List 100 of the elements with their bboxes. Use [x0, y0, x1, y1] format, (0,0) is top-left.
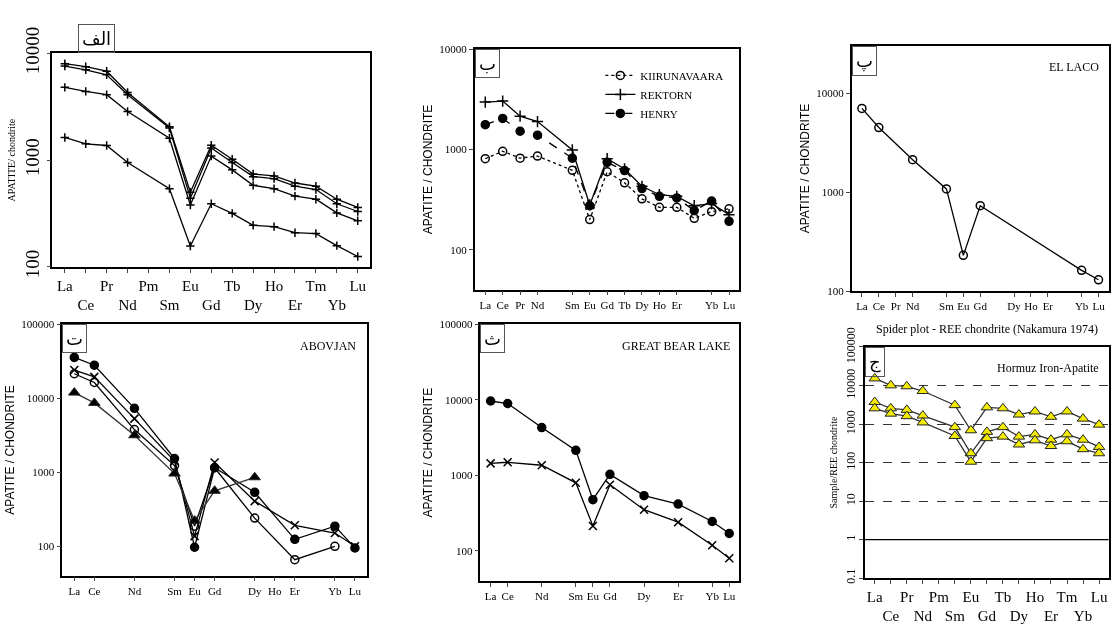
- y-tick-label: 1000: [843, 410, 858, 435]
- y-axis-title: APATITE / CHONDRITE: [3, 385, 18, 515]
- text: الف: [82, 28, 112, 49]
- y-tick-label: 1000: [32, 466, 55, 479]
- y-tick-label: 1: [843, 534, 858, 541]
- y-tick-label: 10000: [843, 368, 858, 399]
- y-tick-label: 100000: [843, 327, 858, 364]
- x-tick-label: Tb: [994, 588, 1012, 605]
- annotation: GREAT BEAR LAKE: [622, 339, 731, 353]
- x-tick-label: Lu: [348, 584, 362, 597]
- y-tick-label: 10000: [816, 86, 845, 99]
- x-tick-label: Ho: [652, 298, 667, 311]
- y-tick-label: 10000: [26, 392, 55, 405]
- x-tick-label: La: [56, 277, 74, 294]
- legend-label: HENRY: [640, 107, 678, 120]
- y-tick-label: 1000: [821, 186, 845, 199]
- x-tick-label: Pm: [928, 588, 950, 605]
- x-tick-label: Dy: [247, 584, 262, 597]
- y-tick-label: 100: [37, 540, 55, 553]
- x-tick-label: Dy: [243, 297, 263, 314]
- x-tick-label: Yb: [328, 584, 343, 597]
- x-tick-label: La: [68, 584, 81, 597]
- y-tick-label: 10000: [21, 26, 43, 75]
- x-tick-label: Ce: [77, 297, 95, 314]
- x-tick-label: Sm: [159, 297, 180, 314]
- x-tick-label: Eu: [182, 277, 200, 294]
- y-tick-label: 100: [843, 451, 858, 470]
- x-tick-label: Ho: [268, 584, 282, 597]
- x-tick-label: Dy: [637, 589, 652, 602]
- y-tick-label: 10: [843, 493, 858, 506]
- x-tick-label: Tm: [1056, 588, 1078, 605]
- x-tick-label: La: [479, 298, 492, 311]
- x-tick-label: Tb: [223, 277, 241, 294]
- x-tick-label: Nd: [535, 589, 549, 602]
- y-axis-title: APATITE/ chondrite: [6, 118, 18, 202]
- legend-label: REKTORN: [640, 88, 693, 101]
- y-axis-title: APATITE / CHONDRITE: [421, 104, 436, 235]
- x-tick-label: Pr: [890, 300, 901, 313]
- x-tick-label: Sm: [564, 298, 581, 311]
- x-tick-label: Yb: [1073, 608, 1093, 624]
- x-tick-label: Eu: [962, 588, 980, 605]
- x-tick-label: Gd: [600, 298, 615, 311]
- y-tick-label: 100: [450, 243, 468, 256]
- x-tick-label: Nd: [118, 297, 138, 314]
- x-tick-label: Dy: [1009, 608, 1029, 624]
- y-tick-label: 1000: [444, 143, 468, 156]
- y-axis-title: APATITE / CHONDRITE: [798, 103, 813, 234]
- x-tick-label: Yb: [1074, 300, 1089, 313]
- x-tick-label: Nd: [905, 300, 920, 313]
- x-tick-label: Ce: [501, 589, 514, 602]
- x-tick-label: Lu: [1092, 300, 1106, 313]
- x-tick-label: Ho: [1025, 588, 1045, 605]
- x-tick-label: Er: [287, 297, 303, 314]
- x-tick-label: Dy: [635, 298, 650, 311]
- y-axis-title: Sample/REE chondrite: [828, 416, 840, 509]
- x-tick-label: Ce: [882, 608, 900, 624]
- x-tick-label: Er: [289, 584, 301, 597]
- x-tick-label: Pr: [99, 277, 114, 294]
- x-tick-label: Dy: [1007, 300, 1022, 313]
- x-tick-label: Ho: [264, 277, 284, 294]
- x-tick-label: Gd: [207, 584, 222, 597]
- annotation: ث: [484, 328, 501, 349]
- annotation: ABOVJAN: [300, 339, 357, 353]
- annotation: EL LACO: [1049, 60, 1100, 74]
- legend-label: KIIRUNAVAARA: [640, 69, 724, 82]
- x-tick-label: Tm: [305, 277, 327, 294]
- annotation: ت: [66, 328, 83, 349]
- x-tick-label: Lu: [349, 277, 367, 294]
- x-tick-label: Ho: [1024, 300, 1039, 313]
- x-tick-label: Er: [671, 298, 683, 311]
- x-tick-label: Gd: [202, 297, 221, 314]
- x-tick-label: Ce: [496, 298, 509, 311]
- x-tick-label: Pr: [900, 588, 914, 605]
- x-tick-label: Gd: [603, 589, 618, 602]
- x-tick-label: Sm: [568, 589, 584, 602]
- x-tick-label: Sm: [944, 608, 966, 624]
- x-tick-label: Pr: [515, 298, 526, 311]
- annotation: ج: [869, 351, 881, 373]
- x-tick-label: Ce: [872, 300, 886, 313]
- x-tick-label: Nd: [913, 608, 933, 624]
- x-tick-label: Eu: [586, 589, 600, 602]
- x-tick-label: Er: [672, 589, 684, 602]
- y-tick-label: 1000: [21, 138, 43, 177]
- x-tick-label: Gd: [977, 608, 997, 624]
- y-tick-label: 10000: [439, 43, 468, 56]
- y-tick-label: 100: [21, 249, 43, 279]
- y-tick-label: 10000: [444, 393, 473, 406]
- annotation: Hormuz Iron-Apatite: [997, 361, 1099, 375]
- x-tick-label: Eu: [957, 300, 970, 313]
- x-tick-label: Yb: [704, 298, 719, 311]
- x-tick-label: Nd: [127, 584, 142, 597]
- x-tick-label: Tb: [618, 298, 632, 311]
- y-tick-label: 100000: [439, 318, 473, 331]
- y-axis-title: APATITE / CHONDRITE: [421, 387, 436, 518]
- x-tick-label: Lu: [1090, 588, 1108, 605]
- x-tick-label: Lu: [723, 589, 736, 602]
- x-tick-label: Eu: [188, 584, 202, 597]
- x-tick-label: Nd: [530, 298, 545, 311]
- y-tick-label: 100000: [21, 318, 55, 331]
- x-tick-label: Lu: [722, 298, 736, 311]
